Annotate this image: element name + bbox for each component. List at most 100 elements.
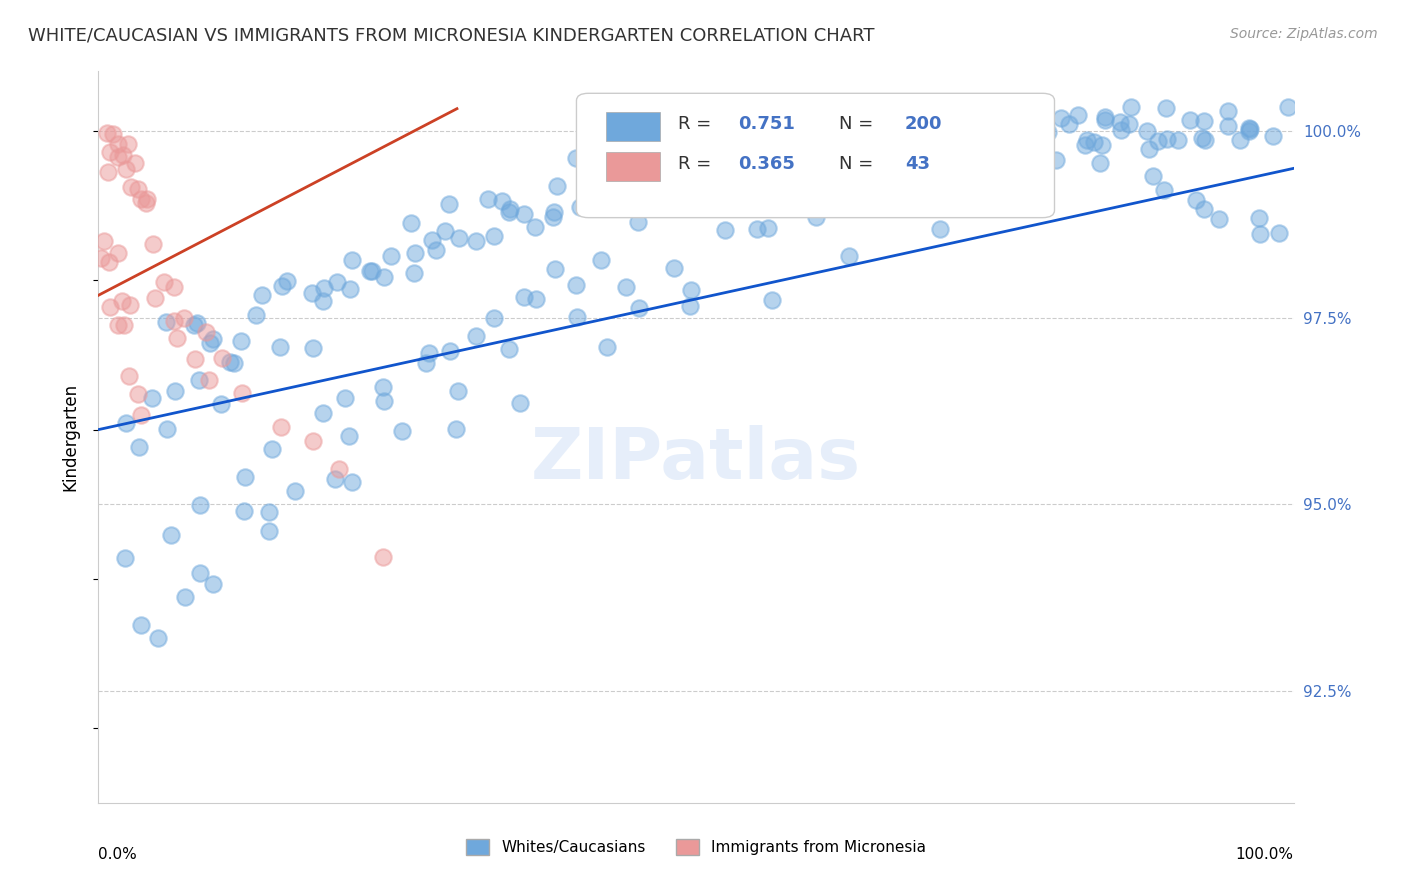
Point (543, 205, 565, 219)
Point (100, 300, 122, 314)
Point (1109, 123, 1132, 137)
Point (1057, 117, 1080, 131)
Point (250, 287, 273, 301)
Point (987, 145, 1010, 160)
Point (565, 151, 588, 165)
Point (194, 325, 217, 339)
Point (312, 293, 335, 308)
Point (1185, 193, 1208, 207)
Point (498, 205, 520, 219)
Point (842, 120, 865, 135)
Point (891, 123, 914, 137)
Point (1239, 121, 1261, 136)
Point (115, 161, 138, 176)
Point (1239, 122, 1261, 136)
Point (513, 207, 536, 221)
Point (231, 386, 253, 401)
Point (759, 120, 782, 135)
Point (391, 424, 413, 438)
Point (128, 440, 150, 454)
Point (162, 280, 184, 294)
Point (328, 461, 350, 475)
Point (283, 483, 305, 498)
Text: N =: N = (839, 115, 879, 133)
Point (1247, 211, 1270, 225)
Point (301, 286, 323, 301)
Point (569, 200, 592, 214)
Point (107, 318, 129, 333)
Point (342, 475, 364, 489)
Point (990, 116, 1012, 130)
Point (952, 158, 974, 172)
Point (188, 566, 211, 581)
Point (814, 120, 837, 134)
Point (145, 291, 167, 305)
Point (465, 234, 488, 248)
Point (986, 115, 1008, 129)
Point (361, 264, 384, 278)
Text: ZIPatlas: ZIPatlas (531, 425, 860, 493)
Point (262, 442, 284, 456)
Point (98, 145, 121, 159)
Point (418, 346, 440, 360)
Point (333, 391, 356, 405)
Point (1147, 134, 1170, 148)
Point (159, 528, 181, 542)
Point (756, 221, 779, 235)
Point (1237, 124, 1260, 138)
Point (928, 221, 950, 235)
Point (1192, 114, 1215, 128)
Point (1156, 131, 1178, 145)
Point (155, 315, 177, 329)
Point (444, 422, 467, 436)
Point (482, 310, 505, 325)
Point (761, 293, 783, 307)
Point (1050, 111, 1073, 125)
Point (1267, 226, 1289, 240)
Point (986, 124, 1008, 138)
Point (796, 130, 818, 145)
Point (524, 220, 547, 235)
Point (257, 505, 280, 519)
Text: WHITE/CAUCASIAN VS IMMIGRANTS FROM MICRONESIA KINDERGARTEN CORRELATION CHART: WHITE/CAUCASIAN VS IMMIGRANTS FROM MICRO… (28, 27, 875, 45)
Point (197, 374, 219, 388)
Point (302, 434, 325, 449)
Point (721, 137, 744, 152)
Point (613, 185, 636, 199)
Point (131, 618, 153, 632)
Point (1216, 120, 1239, 134)
Point (142, 236, 165, 251)
Point (648, 129, 671, 144)
Point (1032, 126, 1054, 140)
Point (664, 123, 686, 137)
Point (222, 356, 245, 370)
Point (509, 396, 531, 410)
Point (565, 277, 588, 292)
Point (404, 246, 426, 260)
Point (498, 343, 520, 357)
Text: 0.0%: 0.0% (98, 847, 138, 862)
Point (1218, 104, 1240, 119)
Point (859, 115, 882, 129)
Point (877, 139, 900, 153)
Point (323, 472, 346, 486)
Point (117, 136, 139, 151)
Point (934, 133, 956, 147)
Point (1066, 108, 1088, 122)
Point (111, 147, 134, 161)
Point (1180, 113, 1202, 128)
Point (209, 397, 232, 411)
Y-axis label: Kindergarten: Kindergarten (62, 383, 80, 491)
Point (90, 251, 112, 265)
Point (312, 406, 335, 420)
Point (229, 334, 252, 348)
Point (1167, 133, 1189, 147)
Point (1261, 129, 1284, 144)
Point (1109, 115, 1132, 129)
Point (567, 310, 589, 325)
Point (420, 233, 443, 247)
Point (541, 210, 564, 224)
Point (1194, 202, 1216, 217)
FancyBboxPatch shape (606, 152, 661, 181)
Point (659, 153, 682, 168)
